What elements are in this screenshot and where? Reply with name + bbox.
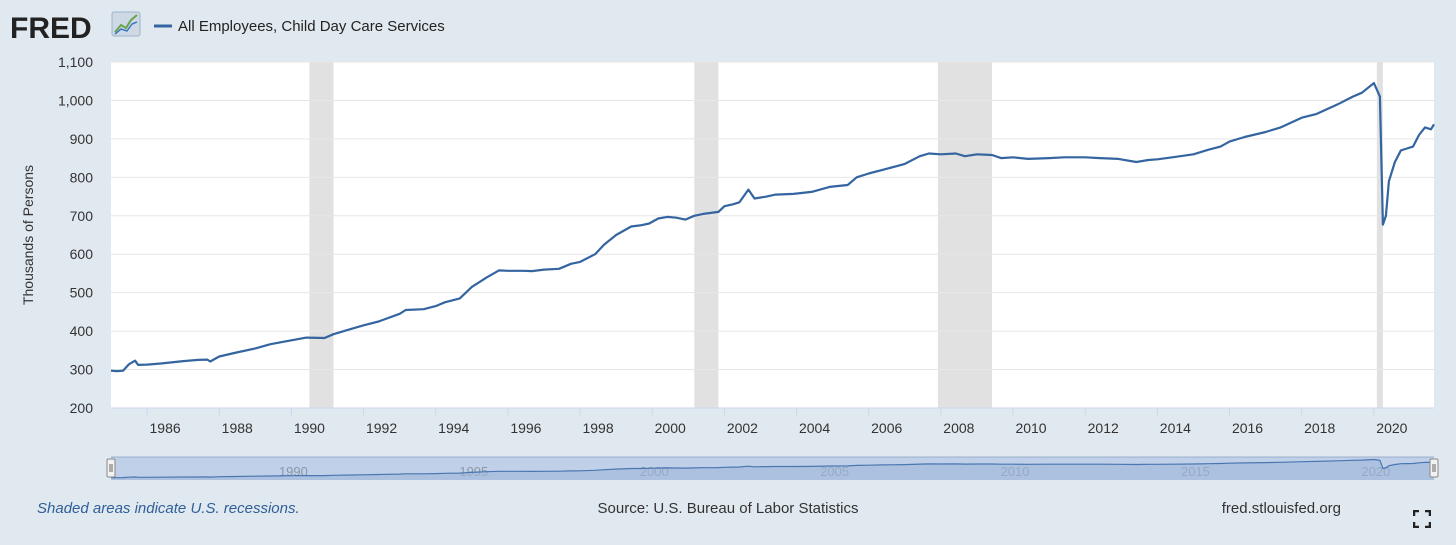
y-tick-label: 400 bbox=[70, 323, 94, 339]
y-axis: 200 300 400 500 600 700 800 900 1,000 1,100 bbox=[58, 54, 93, 416]
x-tick-label: 2004 bbox=[799, 420, 830, 436]
y-tick-label: 600 bbox=[70, 246, 94, 262]
recession-band bbox=[309, 62, 334, 408]
navigator-handle-left[interactable] bbox=[106, 458, 116, 478]
navigator-handle-right[interactable] bbox=[1429, 458, 1439, 478]
x-tick-label: 2008 bbox=[943, 420, 974, 436]
y-tick-label: 200 bbox=[70, 400, 94, 416]
y-tick-label: 1,100 bbox=[58, 54, 93, 70]
y-tick-label: 700 bbox=[70, 208, 94, 224]
trend-chart-icon bbox=[111, 11, 141, 37]
x-tick-label: 1992 bbox=[366, 420, 397, 436]
recession-band bbox=[694, 62, 719, 408]
y-tick-label: 300 bbox=[70, 362, 94, 378]
fred-logo[interactable]: FRED bbox=[10, 12, 92, 45]
recession-band bbox=[1376, 62, 1383, 408]
x-tick-label: 2014 bbox=[1160, 420, 1191, 436]
recession-note: Shaded areas indicate U.S. recessions. bbox=[37, 500, 300, 517]
x-tick-label: 2002 bbox=[727, 420, 758, 436]
recession-bands bbox=[309, 62, 1383, 408]
x-tick-label: 2010 bbox=[1015, 420, 1046, 436]
x-axis: 1986 1988 1990 1992 1994 1996 1998 2000 2002 2004… bbox=[111, 407, 1434, 436]
grip-handle-icon bbox=[1429, 458, 1439, 478]
y-tick-label: 900 bbox=[70, 131, 94, 147]
x-tick-label: 1994 bbox=[438, 420, 469, 436]
series-layer bbox=[110, 81, 1435, 373]
range-navigator[interactable]: 1990199520002005201020152020 bbox=[106, 456, 1439, 480]
navigator-series-line bbox=[110, 458, 1435, 479]
x-tick-label: 1998 bbox=[582, 420, 613, 436]
x-tick-label: 1988 bbox=[222, 420, 253, 436]
y-tick-label: 1,000 bbox=[58, 92, 93, 108]
expand-corners-icon[interactable] bbox=[1413, 510, 1431, 528]
x-tick-label: 2016 bbox=[1232, 420, 1263, 436]
fred-site-link[interactable]: fred.stlouisfed.org bbox=[1221, 500, 1341, 517]
x-tick-label: 1990 bbox=[294, 420, 325, 436]
y-tick-label: 500 bbox=[70, 285, 94, 301]
legend-label: All Employees, Child Day Care Services bbox=[178, 18, 445, 35]
legend-item[interactable]: All Employees, Child Day Care Services bbox=[154, 18, 445, 35]
x-tick-label: 2000 bbox=[655, 420, 686, 436]
x-tick-label: 1986 bbox=[150, 420, 181, 436]
y-axis-title: Thousands of Persons bbox=[20, 165, 36, 305]
x-tick-label: 2012 bbox=[1088, 420, 1119, 436]
recession-band bbox=[937, 62, 992, 408]
series-line bbox=[110, 81, 1435, 373]
x-tick-label: 2006 bbox=[871, 420, 902, 436]
y-tick-label: 800 bbox=[70, 169, 94, 185]
x-tick-label: 1996 bbox=[510, 420, 541, 436]
x-tick-label: 2018 bbox=[1304, 420, 1335, 436]
x-tick-label: 2020 bbox=[1376, 420, 1407, 436]
source-credit: Source: U.S. Bureau of Labor Statistics bbox=[597, 500, 859, 517]
grip-handle-icon bbox=[106, 458, 116, 478]
